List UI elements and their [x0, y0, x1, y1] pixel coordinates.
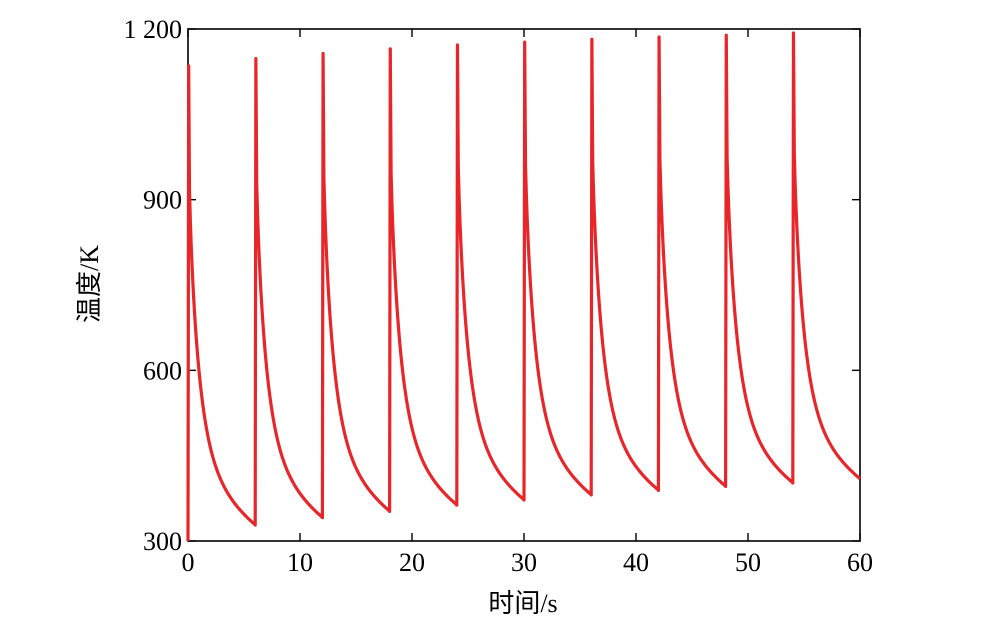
y-tick-label: 300 [143, 527, 182, 556]
x-tick-label: 30 [511, 548, 537, 577]
x-tick-label: 50 [735, 548, 761, 577]
x-tick-label: 40 [623, 548, 649, 577]
x-tick-label: 0 [182, 548, 195, 577]
x-tick-label: 10 [287, 548, 313, 577]
x-tick-label: 20 [399, 548, 425, 577]
y-tick-label: 900 [143, 186, 182, 215]
y-tick-label: 1 200 [124, 15, 183, 44]
x-tick-label: 60 [847, 548, 873, 577]
y-tick-label: 600 [143, 356, 182, 385]
plot-area: 0 10 20 30 40 50 60 300 600 900 1 200 [124, 15, 874, 577]
x-axis-title: 时间/s [488, 589, 557, 618]
y-axis-title: 温度/K [75, 245, 104, 323]
temperature-series-line [186, 31, 862, 542]
